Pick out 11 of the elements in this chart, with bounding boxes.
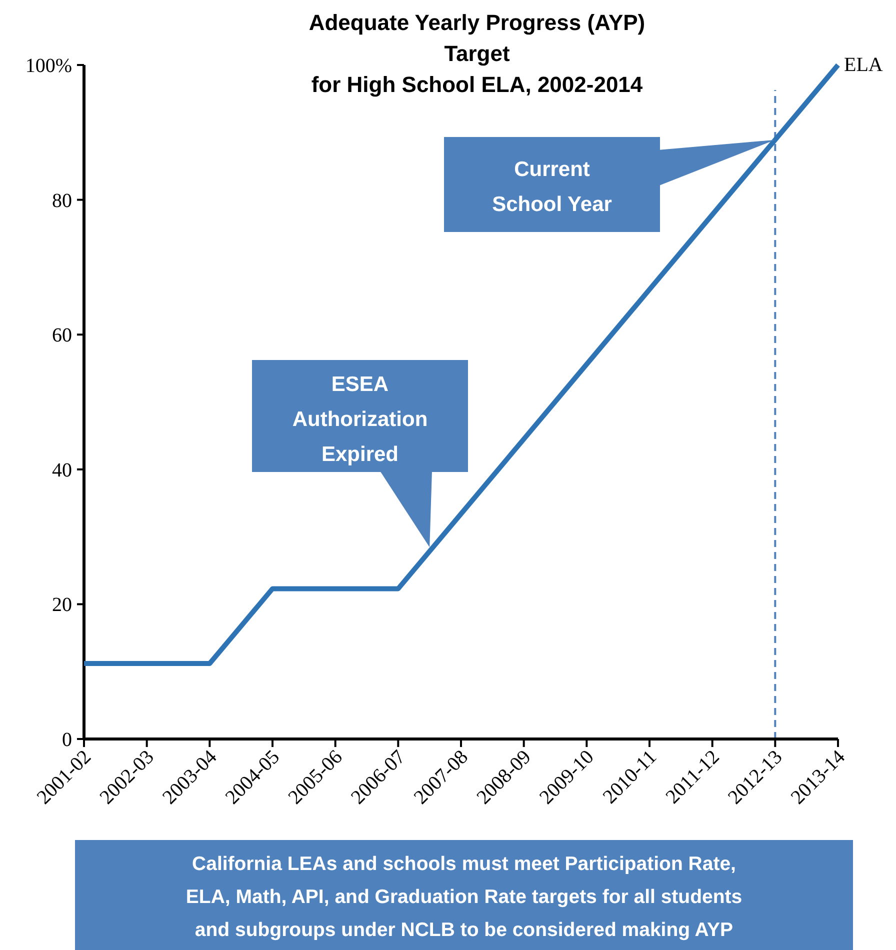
y-tick-label: 20 [52, 594, 72, 616]
series-label: ELA [844, 54, 884, 76]
y-tick-label: 100% [25, 55, 72, 77]
annotation: Current School Year [492, 158, 612, 216]
text: California LEAs and schools must meet Participation Rate, ELA, Math, API, and Graduation Rate targets for all students and subgroups under NCLB to be considered making AYP [186, 853, 742, 941]
annotation: ESEA Authorization Expired [292, 373, 428, 466]
y-tick-label: 60 [52, 324, 72, 347]
chart-title: Adequate Yearly Progress (AYP) Target for High School ELA, 2002-2014 [308, 10, 646, 97]
y-tick-label: 40 [52, 459, 72, 482]
y-tick-label: 0 [62, 729, 72, 751]
y-tick-label: 80 [52, 190, 72, 212]
